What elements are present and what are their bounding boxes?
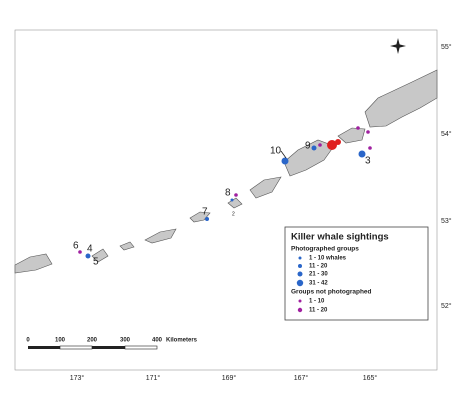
site-label: 8 (225, 188, 231, 199)
legend-title: Killer whale sightings (291, 232, 389, 243)
longitude-label: 169° (222, 374, 237, 382)
island (283, 139, 335, 177)
legend-symbol (297, 307, 303, 313)
sighting-cluster (327, 140, 337, 150)
island (249, 176, 282, 199)
sighting-dot (358, 150, 366, 158)
legend-symbol (298, 264, 302, 268)
longitude-label: 171° (146, 374, 161, 382)
legend-label: 21 - 30 (309, 272, 328, 278)
sighting-dot (311, 145, 317, 151)
sightings (78, 126, 372, 259)
site-label: 7 (202, 207, 208, 218)
legend-symbol (296, 279, 304, 287)
legend-symbol (297, 271, 303, 277)
legend-box (284, 226, 429, 321)
site-label: 5 (93, 257, 99, 268)
island (144, 228, 177, 244)
legend-label: 1 - 10 (309, 299, 325, 305)
sighting-dot (230, 198, 234, 202)
latitude-label: 55° (441, 43, 452, 51)
legend-symbol (298, 256, 302, 260)
legend-symbol (298, 299, 302, 303)
scale-label: 100 (55, 338, 66, 344)
island (364, 69, 438, 128)
latitude-label: 53° (441, 217, 452, 225)
map-frame (14, 29, 438, 371)
legend-heading: Photographed groups (291, 246, 359, 253)
scale-bar: 0 100 200 300 400 Kilometers (26, 338, 198, 350)
island (337, 127, 366, 144)
sighting-dot (234, 193, 238, 197)
legend-label: 1 - 10 whales (309, 256, 347, 262)
longitude-label: 165° (363, 374, 378, 382)
latitude-label: 54° (441, 130, 452, 138)
sighting-dot (85, 253, 91, 259)
scale-label: 200 (87, 338, 98, 344)
sighting-dot (318, 143, 322, 147)
pointer (280, 150, 287, 159)
longitude-label: 173° (70, 374, 85, 382)
sighting-dot (281, 157, 289, 165)
island (119, 241, 135, 251)
scale-label: 300 (120, 338, 131, 344)
islands (14, 69, 438, 274)
site-label: 4 (87, 244, 93, 255)
island (91, 248, 109, 263)
legend: Killer whale sightings Photographed grou… (284, 226, 429, 321)
site-label: 2 (232, 211, 235, 217)
site-label: 3 (365, 156, 371, 167)
island (14, 253, 53, 274)
scale-label: 400 (152, 338, 163, 344)
sighting-dot (78, 250, 82, 254)
site-label: 9 (305, 141, 311, 152)
sighting-dot (368, 146, 372, 150)
legend-label: 31 - 42 (309, 281, 328, 287)
scale-unit: Kilometers (166, 338, 198, 344)
legend-label: 11 - 20 (309, 264, 328, 270)
legend-label: 11 - 20 (309, 308, 328, 314)
sighting-cluster (335, 139, 341, 145)
north-arrow (390, 38, 406, 54)
site-label: 10 (270, 146, 282, 157)
sighting-dot (205, 217, 209, 221)
site-labels: 2 3 4 5 6 7 8 9 10 (73, 141, 371, 268)
longitude-label: 167° (294, 374, 309, 382)
scale-label: 0 (26, 338, 30, 344)
legend-heading: Groups not photographed (291, 289, 372, 296)
sighting-dot (366, 130, 370, 134)
sighting-dot (356, 126, 360, 130)
island (189, 211, 211, 223)
site-label: 6 (73, 241, 79, 252)
latitude-label: 52° (441, 302, 452, 310)
